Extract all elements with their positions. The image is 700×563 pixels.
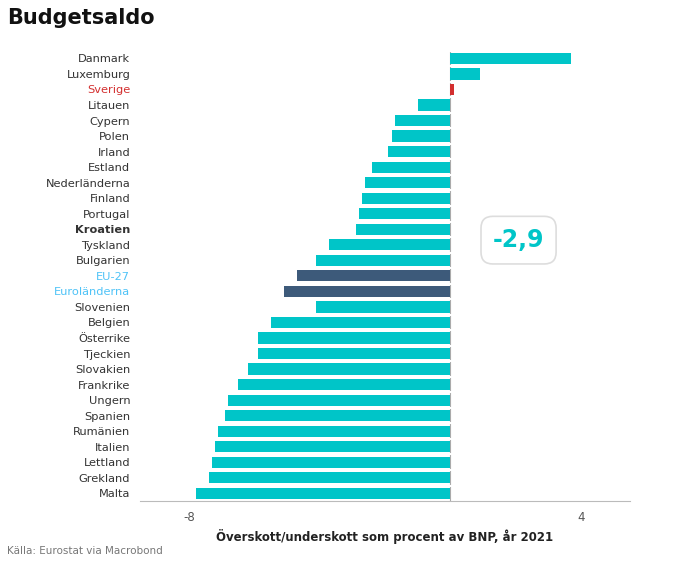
Bar xyxy=(372,162,450,173)
Bar xyxy=(228,395,450,406)
Bar xyxy=(271,317,450,328)
Bar xyxy=(389,146,450,157)
Bar xyxy=(238,379,450,390)
Bar xyxy=(316,301,450,312)
Text: Budgetsaldo: Budgetsaldo xyxy=(7,8,155,29)
Bar xyxy=(248,364,450,374)
Bar xyxy=(450,84,454,95)
Bar xyxy=(362,193,450,204)
Bar xyxy=(450,53,571,64)
Bar xyxy=(418,100,450,110)
Bar xyxy=(297,270,450,282)
Bar xyxy=(218,426,450,437)
Bar xyxy=(450,68,480,79)
Bar xyxy=(215,441,450,452)
Bar xyxy=(225,410,450,421)
Bar xyxy=(316,254,450,266)
Bar xyxy=(209,472,450,484)
Bar xyxy=(391,131,450,142)
Bar xyxy=(258,348,450,359)
Text: -2,9: -2,9 xyxy=(493,228,545,252)
Bar xyxy=(195,488,450,499)
Bar xyxy=(359,208,450,220)
Bar xyxy=(212,457,450,468)
Bar xyxy=(395,115,450,126)
Bar xyxy=(356,224,450,235)
Bar xyxy=(258,332,450,343)
X-axis label: Överskott/underskott som procent av BNP, år 2021: Överskott/underskott som procent av BNP,… xyxy=(216,529,554,544)
Bar xyxy=(284,286,450,297)
Bar xyxy=(365,177,450,188)
Text: Källa: Eurostat via Macrobond: Källa: Eurostat via Macrobond xyxy=(7,546,162,556)
Bar xyxy=(330,239,450,251)
